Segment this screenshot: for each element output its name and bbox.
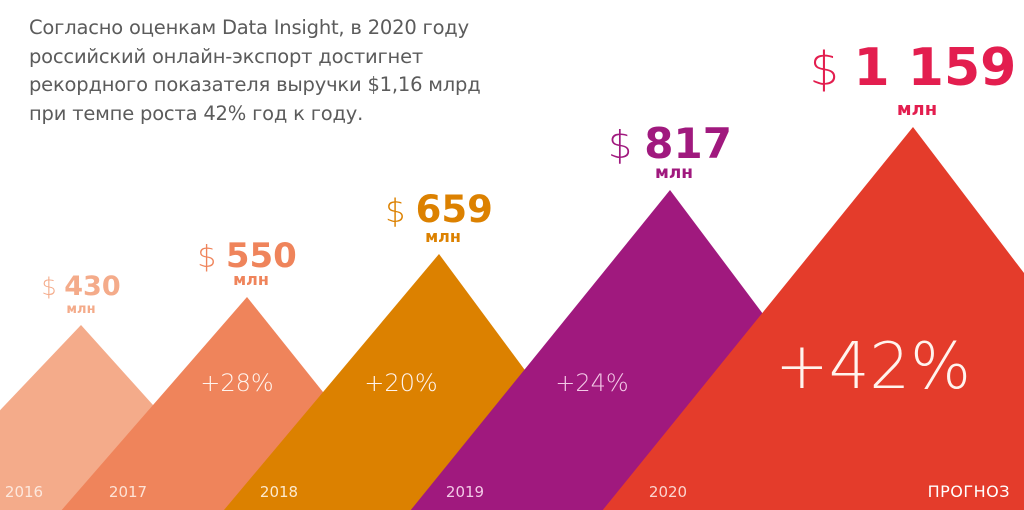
value-label: $ 550 (197, 236, 297, 276)
currency-symbol: $ (385, 192, 416, 230)
value-label: $ 430 (41, 271, 120, 302)
intro-line: при темпе роста 42% год к году. (29, 101, 364, 125)
value-label: $ 1 159 (810, 38, 1017, 98)
unit-label: млн (655, 163, 693, 183)
year-label-2016: 2016 (5, 483, 43, 501)
value-number: 659 (416, 188, 493, 231)
currency-symbol: $ (41, 273, 64, 301)
growth-label: +24% (555, 369, 628, 397)
growth-label: +42% (775, 330, 971, 404)
year-label-2020: 2020 (649, 483, 687, 501)
intro-line: Согласно оценкам Data Insight, в 2020 го… (29, 16, 469, 39)
intro-text: Согласно оценкам Data Insight, в 2020 го… (29, 14, 509, 128)
year-label-2017: 2017 (109, 483, 147, 501)
unit-label: млн (66, 302, 95, 317)
year-label-2018: 2018 (260, 483, 298, 501)
value-number: 550 (226, 236, 297, 276)
year-label-2019: 2019 (446, 483, 484, 501)
intro-line: рекордного показателя выручки $1,16 млрд (29, 73, 481, 96)
value-label: $ 817 (608, 119, 732, 168)
unit-label: млн (425, 227, 461, 246)
currency-symbol: $ (608, 123, 644, 167)
forecast-label: ПРОГНОЗ (928, 482, 1010, 501)
intro-line: российский онлайн-экспорт достигнет (29, 44, 424, 68)
value-label: $ 659 (385, 188, 493, 231)
value-number: 817 (644, 119, 732, 168)
unit-label: млн (897, 99, 937, 120)
currency-symbol: $ (197, 240, 226, 275)
growth-label: +20% (364, 369, 437, 397)
value-number: 430 (64, 271, 120, 302)
growth-label: +28% (200, 369, 273, 397)
mountain-2020 (602, 127, 1024, 510)
unit-label: млн (233, 270, 269, 289)
value-number: 1 159 (854, 38, 1017, 98)
currency-symbol: $ (810, 42, 854, 96)
